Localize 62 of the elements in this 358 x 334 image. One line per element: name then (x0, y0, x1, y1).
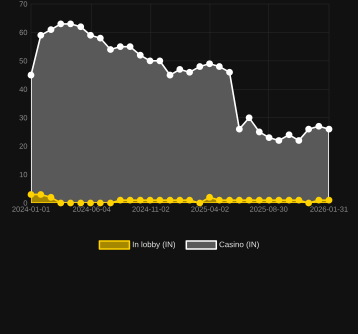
point (87, 32, 94, 39)
point (275, 137, 282, 144)
point (96, 200, 104, 206)
point (256, 128, 263, 136)
point (196, 200, 204, 206)
point (256, 196, 263, 204)
point (107, 46, 114, 53)
point (48, 26, 54, 33)
point (48, 194, 54, 201)
point (57, 200, 64, 206)
point (305, 126, 312, 132)
point (275, 196, 282, 204)
point (156, 196, 164, 204)
point (266, 196, 272, 204)
point (196, 63, 204, 70)
point (77, 23, 84, 30)
point (246, 196, 253, 204)
point (186, 68, 193, 76)
point (57, 20, 64, 28)
point (116, 43, 124, 50)
point (176, 196, 184, 204)
point (305, 200, 312, 206)
point (286, 131, 292, 138)
point (266, 134, 272, 142)
point (37, 191, 44, 198)
point (156, 57, 164, 64)
point (116, 196, 124, 204)
point (87, 200, 94, 206)
point (216, 63, 223, 70)
point (206, 194, 213, 201)
point (326, 196, 332, 204)
point (176, 66, 184, 73)
point (67, 200, 74, 206)
point (295, 137, 302, 144)
point (286, 196, 292, 204)
point (77, 200, 84, 206)
point (166, 196, 174, 204)
point (246, 114, 253, 122)
point (136, 196, 144, 204)
point (146, 57, 154, 64)
point (96, 34, 104, 42)
point (166, 72, 174, 78)
point (186, 196, 193, 204)
point (28, 191, 34, 198)
point (315, 196, 322, 204)
point (315, 122, 322, 130)
point (126, 43, 134, 50)
point (226, 196, 233, 204)
point (126, 196, 134, 204)
point (28, 72, 34, 78)
point (107, 200, 114, 206)
point (67, 20, 74, 28)
point (216, 196, 223, 204)
point (295, 196, 302, 204)
point (136, 52, 144, 59)
point (226, 68, 233, 76)
point (236, 196, 243, 204)
point (37, 32, 44, 39)
point (326, 126, 332, 132)
point (206, 60, 213, 68)
point (236, 126, 243, 132)
point (146, 196, 154, 204)
